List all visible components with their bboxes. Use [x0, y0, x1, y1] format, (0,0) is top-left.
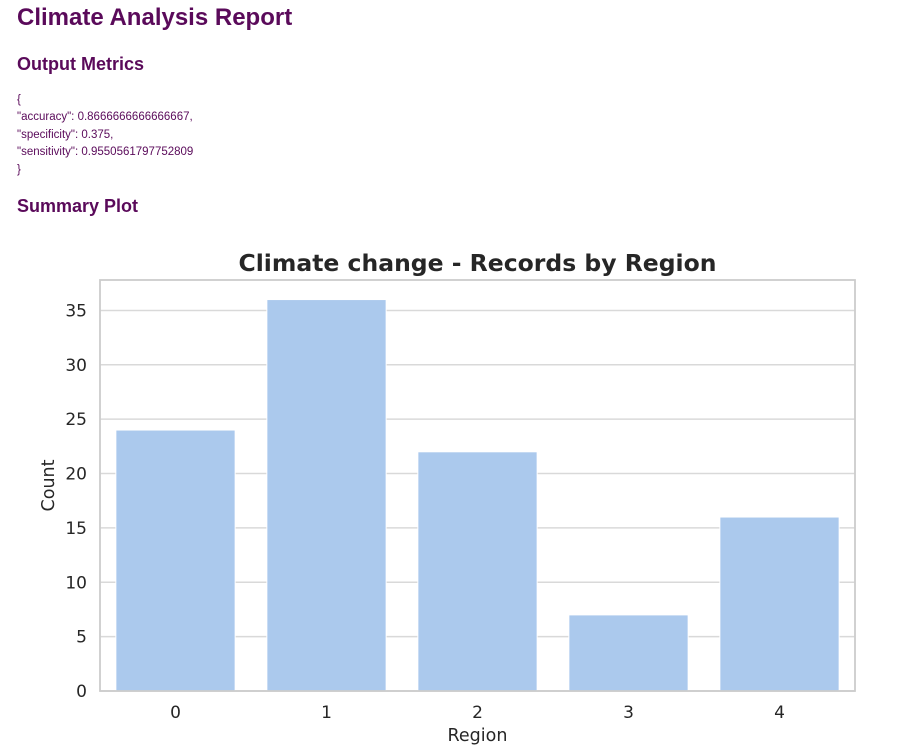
metrics-line: {: [17, 94, 21, 106]
bar: [266, 299, 387, 692]
metrics-line: "accuracy": 0.8666666666666667,: [17, 111, 193, 124]
y-tick-label: 15: [65, 519, 87, 539]
bar: [115, 429, 236, 692]
report-title: Climate Analysis Report: [17, 4, 293, 31]
y-axis-label: Count: [39, 459, 59, 511]
plot-heading: Summary Plot: [17, 196, 139, 216]
summary-plot: 0 5 10 15 20 25 30 35 0 1 2 3 4 Climate change - Reco…: [0, 232, 924, 751]
metrics-output: { "accuracy": 0.8666666666666667, "speci…: [17, 92, 193, 179]
y-tick-label: 20: [65, 465, 87, 485]
y-tick-label: 0: [76, 682, 87, 702]
x-tick-label: 0: [170, 703, 181, 723]
y-tick-label: 30: [65, 356, 87, 376]
x-tick-label: 4: [774, 703, 785, 723]
bar: [417, 451, 538, 692]
bar: [568, 614, 689, 692]
plot-frame: [99, 279, 856, 692]
metrics-line: }: [17, 163, 21, 176]
y-tick-label: 35: [65, 301, 87, 321]
chart-title: Climate change - Records by Region: [239, 249, 717, 277]
y-tick-label: 25: [65, 410, 87, 430]
y-tick-label: 10: [65, 573, 87, 593]
x-tick-label: 1: [321, 703, 332, 723]
y-tick-label: 5: [76, 628, 87, 648]
metrics-heading: Output Metrics: [17, 54, 145, 74]
x-axis-label: Region: [448, 726, 508, 746]
metrics-line: "specificity": 0.375,: [17, 128, 114, 141]
x-tick-label: 2: [472, 703, 483, 723]
x-tick-label: 3: [623, 703, 634, 723]
bar: [719, 516, 840, 692]
metrics-line: "sensitivity": 0.9550561797752809: [17, 146, 194, 159]
bar-chart: 0 5 10 15 20 25 30 35 0 1 2 3 4 Climate change - Reco…: [39, 249, 856, 746]
